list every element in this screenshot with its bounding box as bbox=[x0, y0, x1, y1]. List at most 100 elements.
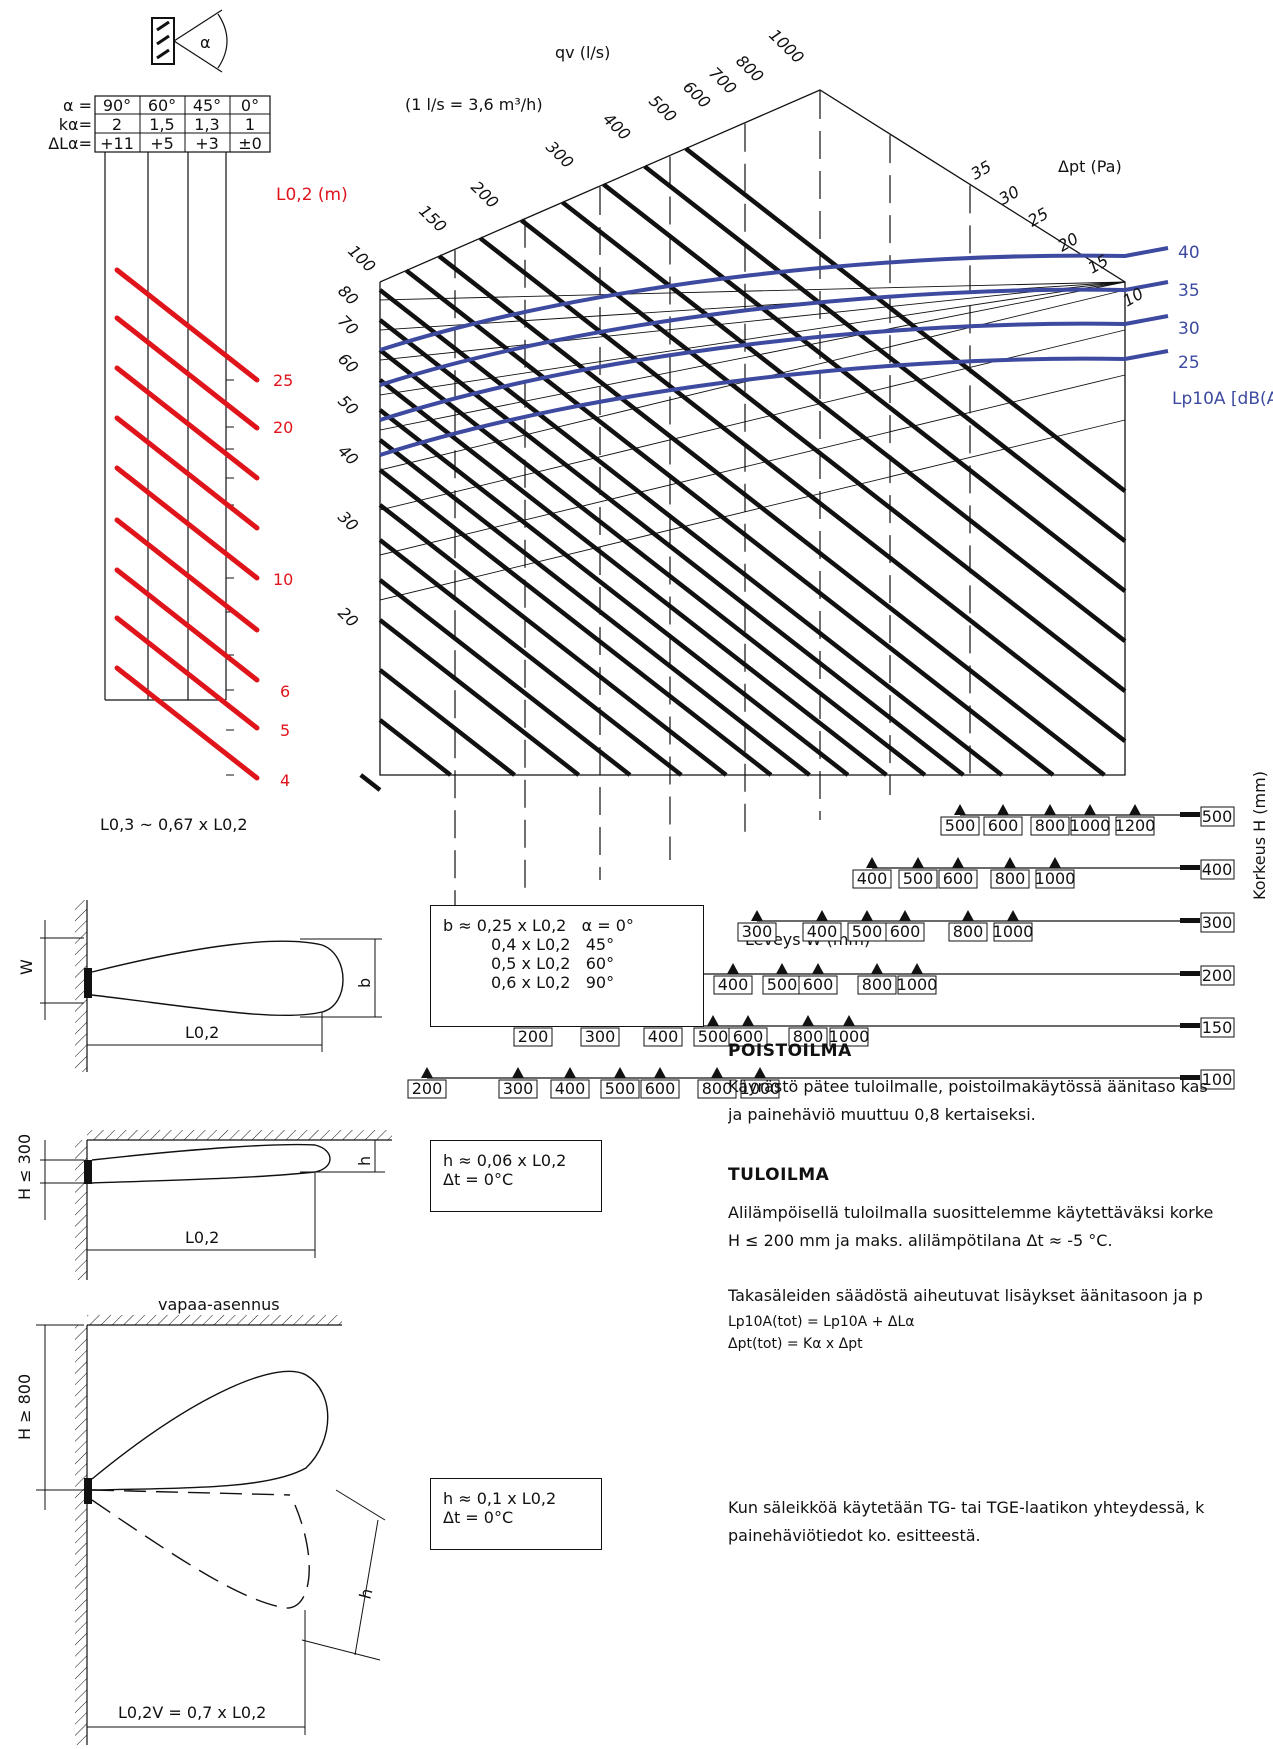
throw-red-line-7 bbox=[114, 615, 260, 731]
tulo-heading: TULOILMA bbox=[728, 1165, 830, 1185]
b-label: b bbox=[355, 978, 374, 988]
width-label-100-500: 500 bbox=[605, 1079, 636, 1098]
height-box-150 bbox=[1200, 1017, 1235, 1038]
airflow-line-20 bbox=[378, 718, 452, 777]
throw-label-10: 10 bbox=[273, 570, 293, 589]
table-cell-dL_values-2: +3 bbox=[195, 134, 219, 153]
height-label-100: 100 bbox=[1202, 1070, 1233, 1089]
table-cell-k_values-3: 1 bbox=[245, 115, 255, 134]
left-label-30: 30 bbox=[334, 507, 362, 535]
table-cell-angles-1: 60° bbox=[148, 96, 176, 115]
width-marker-100-1000 bbox=[754, 1067, 766, 1078]
table-cell-angles-2: 45° bbox=[193, 96, 221, 115]
width-box-400-500 bbox=[898, 869, 938, 889]
width-box-500-1200 bbox=[1115, 816, 1155, 836]
width-marker-500-500 bbox=[954, 804, 966, 815]
qv-label-300: 300 bbox=[542, 137, 577, 172]
poisto-line-1: Käyrästö pätee tuloilmalle, poistoilmakä… bbox=[728, 1077, 1208, 1096]
row-end-mark-400 bbox=[1180, 865, 1200, 870]
width-marker-300-400 bbox=[816, 910, 828, 921]
row-end-mark-150 bbox=[1180, 1023, 1200, 1028]
width-box-150-200 bbox=[513, 1027, 553, 1047]
airflow-line-1 bbox=[643, 164, 1127, 543]
width-marker-200-1000 bbox=[911, 963, 923, 974]
width-marker-500-800 bbox=[1044, 804, 1056, 815]
height-label-150: 150 bbox=[1202, 1018, 1233, 1037]
l02-label-2: L0,2 bbox=[185, 1228, 219, 1247]
dp-label-30: 30 bbox=[996, 182, 1023, 209]
width-box-150-800 bbox=[788, 1027, 828, 1047]
h-label-1: h bbox=[355, 1156, 374, 1166]
left-label-70: 70 bbox=[334, 311, 362, 339]
airflow-line-6 bbox=[437, 254, 1106, 777]
table-cell-dL_values-1: +5 bbox=[150, 134, 174, 153]
noise-curve-30 bbox=[379, 314, 1169, 422]
throw-red-line-3 bbox=[114, 415, 260, 531]
width-marker-500-1200 bbox=[1129, 804, 1141, 815]
throw-label-6: 6 bbox=[280, 682, 290, 701]
width-box-300-400 bbox=[802, 922, 842, 942]
width-label-200-1000: 1000 bbox=[897, 975, 938, 994]
width-marker-300-500 bbox=[861, 910, 873, 921]
throw-red-line-5 bbox=[114, 517, 260, 633]
width-box-300-800 bbox=[948, 922, 988, 942]
width-box-500-1000 bbox=[1070, 816, 1110, 836]
pressure-thin-line-8 bbox=[379, 419, 1126, 601]
left-label-80: 80 bbox=[334, 281, 362, 309]
width-box-500-800 bbox=[1030, 816, 1070, 836]
width-label-150-800: 800 bbox=[793, 1027, 824, 1046]
airflow-line-13 bbox=[378, 438, 811, 777]
width-marker-150-800 bbox=[802, 1015, 814, 1026]
width-box-300-600 bbox=[885, 922, 925, 942]
airflow-line-0 bbox=[684, 146, 1127, 493]
height-label-500: 500 bbox=[1202, 807, 1233, 826]
pressure-thin-line-3 bbox=[379, 281, 1126, 396]
qv-label-700: 700 bbox=[705, 63, 740, 98]
width-box-150-600 bbox=[728, 1027, 768, 1047]
throw-label-25: 25 bbox=[273, 371, 293, 390]
row-label-dl: ΔLα= bbox=[48, 134, 92, 153]
width-label-300-800: 800 bbox=[953, 922, 984, 941]
noise-label-35: 35 bbox=[1178, 281, 1200, 301]
h1-formula-box: h ≈ 0,06 x L0,2 Δt = 0°C bbox=[430, 1140, 602, 1212]
row-label-alpha: α = bbox=[63, 96, 92, 115]
formula-line-2: Δpt(tot) = Kα x Δpt bbox=[728, 1336, 863, 1352]
airflow-line-17 bbox=[378, 578, 632, 777]
width-marker-400-500 bbox=[912, 857, 924, 868]
width-label-150-300: 300 bbox=[585, 1027, 616, 1046]
throw-diagram-free: vapaa-asennus H ≥ 800 h L0,2V = 0,7 x L0… bbox=[15, 1295, 386, 1745]
airflow-line-11 bbox=[378, 378, 888, 777]
width-marker-100-800 bbox=[711, 1067, 723, 1078]
width-box-100-800 bbox=[697, 1079, 737, 1099]
table-cell-dL_values-0: +11 bbox=[100, 134, 134, 153]
throw-red-line-0 bbox=[114, 267, 260, 383]
width-marker-300-1000 bbox=[1007, 910, 1019, 921]
airflow-line-4 bbox=[520, 218, 1127, 693]
height-label-200: 200 bbox=[1202, 966, 1233, 985]
row-label-k: kα= bbox=[59, 115, 92, 134]
pressure-thin-line-6 bbox=[379, 329, 1126, 511]
table-cell-k_values-1: 1,5 bbox=[149, 115, 174, 134]
height-axis-title: Korkeus H (mm) bbox=[1250, 771, 1269, 900]
noise-label-30: 30 bbox=[1178, 319, 1200, 339]
qv-label-500: 500 bbox=[645, 91, 680, 126]
width-label-100-400: 400 bbox=[555, 1079, 586, 1098]
width-label-300-400: 400 bbox=[807, 922, 838, 941]
h1-line-0: h ≈ 0,06 x L0,2 bbox=[443, 1151, 567, 1170]
throw-red-line-4 bbox=[114, 465, 260, 581]
width-label-300-300: 300 bbox=[742, 922, 773, 941]
width-box-300-300 bbox=[737, 922, 777, 942]
width-marker-200-400 bbox=[727, 963, 739, 974]
width-marker-200-500 bbox=[776, 963, 788, 974]
airflow-line-12 bbox=[378, 408, 850, 777]
throw-red-line-2 bbox=[114, 365, 260, 481]
noise-curve-35 bbox=[379, 280, 1169, 387]
width-marker-150-600 bbox=[742, 1015, 754, 1026]
poisto-line-2: ja painehäviö muuttuu 0,8 kertaiseksi. bbox=[728, 1105, 1036, 1124]
b-formula-box: b ≈ 0,25 x L0,2 α = 0° 0,4 x L0,2 45° 0,… bbox=[430, 905, 704, 1027]
left-label-50: 50 bbox=[334, 391, 362, 419]
h-label-2: h bbox=[356, 1586, 377, 1601]
qv-label-100: 100 bbox=[344, 241, 379, 276]
width-label-300-500: 500 bbox=[852, 922, 883, 941]
throw-scale: L0,2 (m) 25 20 10 6 5 4 L0,3 ~ 0,67 x L0… bbox=[100, 152, 348, 834]
